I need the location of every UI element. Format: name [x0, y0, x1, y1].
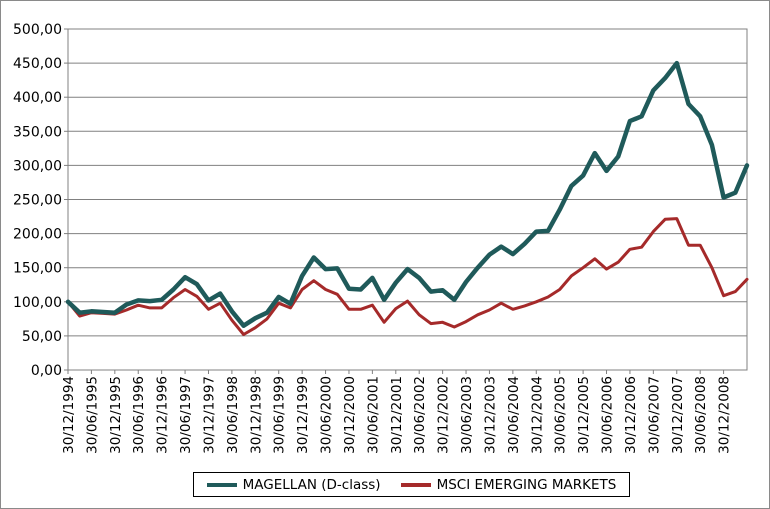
y-tick-label: 400,00	[13, 90, 62, 106]
legend-item-magellan: MAGELLAN (D-class)	[206, 476, 381, 493]
x-tick-label: 30/12/1999	[295, 376, 311, 454]
legend-label-magellan: MAGELLAN (D-class)	[242, 476, 381, 493]
x-tick-label: 30/06/2006	[600, 376, 616, 454]
x-tick-label: 30/06/1998	[225, 376, 241, 454]
y-tick-label: 200,00	[13, 227, 62, 243]
gridlines	[68, 62, 747, 337]
x-tick-label: 30/06/1997	[178, 376, 194, 454]
y-tick-label: 250,00	[13, 193, 62, 209]
x-tick-label: 30/06/1995	[84, 376, 100, 454]
y-tick-label: 500,00	[13, 22, 62, 38]
x-tick-label: 30/06/2007	[646, 376, 662, 454]
y-axis-ticks: 0,00 50,00 100,00 150,00 200,00 250,00 300,00 3…	[13, 22, 68, 379]
x-tick-label: 30/12/2006	[623, 376, 639, 454]
y-tick-label: 150,00	[13, 261, 62, 277]
x-tick-label: 30/12/2005	[576, 376, 592, 454]
x-tick-label: 30/06/2002	[412, 376, 428, 454]
series-lines	[65, 60, 750, 336]
y-tick-label: 50,00	[22, 329, 62, 345]
y-tick-label: 300,00	[13, 158, 62, 174]
x-tick-label: 30/12/2004	[529, 376, 545, 454]
legend-item-msci: MSCI EMERGING MARKETS	[400, 476, 617, 493]
x-tick-label: 30/12/2007	[670, 376, 686, 454]
x-tick-label: 30/12/2000	[342, 376, 358, 454]
series-line-msci	[66, 217, 749, 336]
x-tick-label: 30/12/2001	[389, 376, 405, 454]
x-tick-label: 30/12/1997	[201, 376, 217, 454]
x-tick-label: 30/06/2008	[693, 376, 709, 454]
x-tick-label: 30/06/2003	[459, 376, 475, 454]
x-tick-label: 30/06/1999	[272, 376, 288, 454]
y-tick-label: 350,00	[13, 124, 62, 140]
x-tick-label: 30/12/1995	[108, 376, 124, 454]
x-tick-label: 30/06/2000	[319, 376, 335, 454]
x-tick-label: 30/12/2003	[482, 376, 498, 454]
y-tick-label: 100,00	[13, 295, 62, 311]
x-tick-label: 30/12/1996	[155, 376, 171, 454]
x-tick-label: 30/12/2008	[717, 376, 733, 454]
legend-label-msci: MSCI EMERGING MARKETS	[436, 476, 617, 493]
x-axis-ticks: 30/12/1994 30/06/1995 30/12/1995 30/06/1996…	[61, 370, 733, 454]
legend: MAGELLAN (D-class) MSCI EMERGING MARKETS	[193, 472, 630, 497]
x-tick-label: 30/06/2004	[506, 376, 522, 454]
x-tick-label: 30/12/1994	[61, 376, 77, 454]
x-tick-label: 30/06/2005	[553, 376, 569, 454]
y-tick-label: 0,00	[31, 363, 62, 379]
x-tick-label: 30/06/2001	[365, 376, 381, 454]
y-tick-label: 450,00	[13, 56, 62, 72]
legend-swatch-magellan	[206, 482, 237, 487]
series-line-magellan	[65, 60, 750, 328]
legend-swatch-msci	[400, 482, 431, 487]
x-tick-label: 30/12/1998	[248, 376, 264, 454]
x-tick-label: 30/12/2002	[436, 376, 452, 454]
x-tick-label: 30/06/1996	[131, 376, 147, 454]
